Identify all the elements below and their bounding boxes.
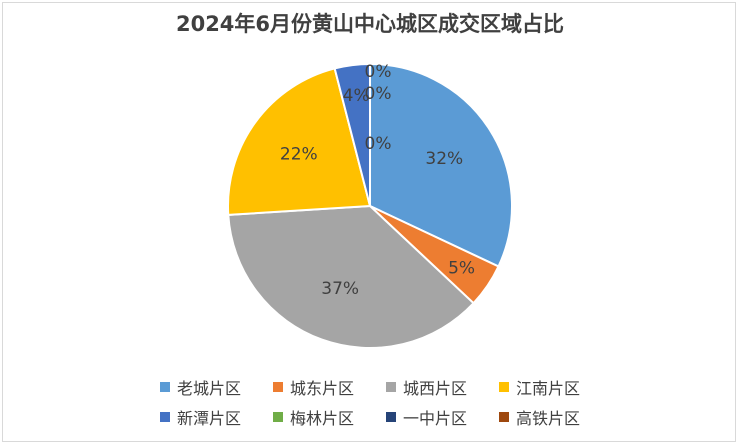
- legend-label: 城西片区: [403, 379, 468, 398]
- slice-value-label: 4%: [343, 86, 370, 106]
- slice-value-label: 0%: [365, 62, 392, 82]
- legend-item: 梅林片区: [273, 405, 378, 429]
- legend-swatch: [160, 382, 170, 392]
- legend-label: 老城片区: [177, 379, 242, 398]
- slice-value-label: 22%: [280, 144, 318, 164]
- legend-item: 高铁片区: [499, 405, 604, 429]
- legend-swatch: [386, 412, 396, 422]
- legend-label: 新潭片区: [177, 409, 242, 428]
- chart-title: 2024年6月份黄山中心城区成交区域占比: [175, 12, 565, 36]
- pie-slice: [369, 62, 513, 268]
- pie-slice: [227, 67, 372, 216]
- pie-slice: [227, 204, 475, 349]
- legend-swatch: [499, 412, 509, 422]
- pie-slice: [333, 62, 371, 207]
- chart-legend: 老城片区 城东片区 城西片区 江南片区 新潭片区 梅林片区 一中片区: [160, 372, 620, 432]
- legend-label: 一中片区: [403, 409, 468, 428]
- legend-item: 江南片区: [499, 375, 604, 399]
- legend-swatch: [273, 412, 283, 422]
- slice-value-label: 0%: [365, 134, 392, 154]
- legend-swatch: [160, 412, 170, 422]
- legend-swatch: [273, 382, 283, 392]
- legend-item: 老城片区: [160, 375, 265, 399]
- slice-value-label: 0%: [365, 84, 392, 104]
- slice-value-label: 5%: [448, 258, 475, 278]
- slice-value-label: 37%: [321, 279, 359, 299]
- legend-row-1: 老城片区 城东片区 城西片区 江南片区: [160, 372, 620, 402]
- legend-row-2: 新潭片区 梅林片区 一中片区 高铁片区: [160, 402, 620, 432]
- legend-item: 一中片区: [386, 405, 491, 429]
- pie-labels: 32%5%37%22%4%0%0%0%: [280, 62, 475, 299]
- legend-label: 江南片区: [516, 379, 581, 398]
- legend-label: 梅林片区: [290, 409, 355, 428]
- legend-swatch: [499, 382, 509, 392]
- legend-label: 高铁片区: [516, 409, 581, 428]
- slice-value-label: 32%: [425, 149, 463, 169]
- legend-item: 城西片区: [386, 375, 491, 399]
- legend-label: 城东片区: [290, 379, 355, 398]
- legend-item: 城东片区: [273, 375, 378, 399]
- legend-swatch: [386, 382, 396, 392]
- legend-item: 新潭片区: [160, 405, 265, 429]
- pie-slices: [227, 62, 513, 349]
